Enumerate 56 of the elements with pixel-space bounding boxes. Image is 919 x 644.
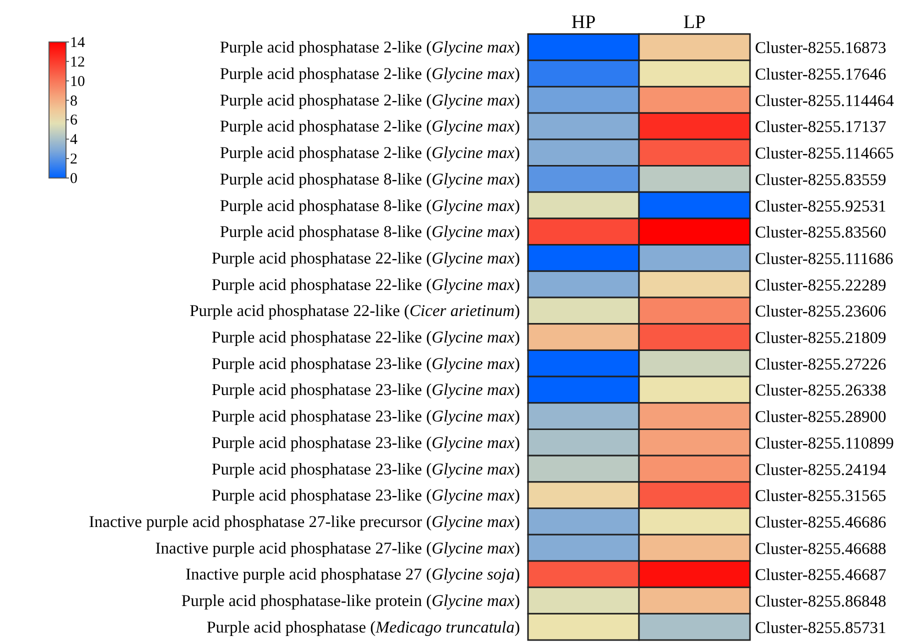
y-tick-label: Purple acid phosphatase 22-like (Glycine max) bbox=[212, 274, 520, 294]
y-tick-label: Inactive purple acid phosphatase 27-like precursor (Glycine max) bbox=[88, 512, 520, 531]
y2-tick-label: Cluster-8255.83560 bbox=[755, 222, 886, 242]
color-bar-label: 10 bbox=[70, 74, 85, 90]
color-bar-label: 2 bbox=[70, 152, 78, 168]
color-bar-label: 4 bbox=[70, 132, 78, 148]
y-tick-label: Purple acid phosphatase 2-like (Glycine max) bbox=[220, 90, 520, 110]
y-tick-label: Purple acid phosphatase 23-like (Glycine max) bbox=[212, 406, 520, 426]
y-tick-label: Inactive purple acid phosphatase 27 (Glycine soja) bbox=[186, 564, 520, 584]
y2-tick-label: Cluster-8255.114464 bbox=[755, 90, 894, 110]
y-tick-label: Purple acid phosphatase 2-like (Glycine max) bbox=[220, 116, 520, 136]
y-tick-label: Purple acid phosphatase 23-like (Glycine max) bbox=[212, 380, 520, 400]
color-bar-label: 0 bbox=[70, 171, 78, 187]
y2-tick-label: Cluster-8255.17646 bbox=[755, 64, 886, 84]
y2-tick-label: Cluster-8255.46688 bbox=[755, 538, 886, 558]
y-tick-label: Purple acid phosphatase 23-like (Glycine max) bbox=[212, 459, 520, 478]
y2-tick-label: Cluster-8255.16873 bbox=[755, 38, 886, 58]
color-bar-label: 14 bbox=[70, 35, 86, 51]
y2-tick-label: Cluster-8255.46687 bbox=[755, 565, 886, 584]
y-tick-label: Purple acid phosphatase (Medicago truncatula) bbox=[206, 617, 520, 636]
y2-tick-label: Cluster-8255.17137 bbox=[755, 117, 886, 136]
y2-tick-label: Cluster-8255.85731 bbox=[755, 618, 886, 637]
y2-tick-label: Cluster-8255.21809 bbox=[755, 328, 886, 348]
color-bar-label: 12 bbox=[70, 54, 85, 70]
y-tick-label: Purple acid phosphatase 22-like (Cicer arietinum) bbox=[190, 301, 520, 320]
y-tick-label: Purple acid phosphatase 2-like (Glycine max) bbox=[220, 64, 520, 84]
color-bar-label: 6 bbox=[70, 112, 78, 129]
y-tick-label: Purple acid phosphatase-like protein (Glycine max) bbox=[181, 591, 520, 610]
y2-tick-label: Cluster-8255.22289 bbox=[755, 275, 886, 294]
y2-tick-label: Cluster-8255.26338 bbox=[755, 380, 886, 400]
y-tick-label: Purple acid phosphatase 2-like (Glycine max) bbox=[220, 143, 520, 162]
y2-tick-label: Cluster-8255.31565 bbox=[755, 486, 886, 506]
y-tick-label: Purple acid phosphatase 22-like (Glycine max) bbox=[212, 248, 520, 268]
y-tick-label: Purple acid phosphatase 22-like (Glycine max) bbox=[212, 328, 520, 347]
y-tick-label: Purple acid phosphatase 8-like (Glycine max) bbox=[220, 169, 520, 188]
y-tick-label: Purple acid phosphatase 23-like (Glycine max) bbox=[212, 486, 520, 505]
y2-tick-label: Cluster-8255.23606 bbox=[755, 302, 886, 321]
x-tick-label: HP bbox=[571, 12, 596, 33]
y2-tick-label: Cluster-8255.24194 bbox=[755, 460, 886, 479]
y-tick-label: Purple acid phosphatase 8-like (Glycine max) bbox=[220, 222, 520, 242]
y-tick-label: Purple acid phosphatase 23-like (Glycine max) bbox=[212, 432, 520, 452]
y-tick-label: Purple acid phosphatase 2-like (Glycine max) bbox=[220, 38, 520, 57]
y2-tick-label: Cluster-8255.86848 bbox=[755, 592, 886, 611]
x-tick-label: LP bbox=[683, 12, 706, 33]
y-tick-label: Inactive purple acid phosphatase 27-like (Glycine max) bbox=[155, 538, 520, 558]
y-tick-label: Purple acid phosphatase 8-like (Glycine max) bbox=[220, 196, 520, 215]
y2-tick-label: Cluster-8255.92531 bbox=[755, 196, 886, 216]
y2-tick-label: Cluster-8255.111686 bbox=[755, 248, 894, 268]
y2-tick-label: Cluster-8255.28900 bbox=[755, 407, 886, 426]
y2-tick-label: Cluster-8255.110899 bbox=[755, 433, 894, 452]
color-bar-label: 8 bbox=[70, 93, 78, 110]
y2-tick-label: Cluster-8255.114665 bbox=[755, 144, 894, 163]
y2-tick-label: Cluster-8255.46686 bbox=[755, 512, 886, 532]
y2-tick-label: Cluster-8255.83559 bbox=[755, 170, 886, 189]
y2-tick-label: Cluster-8255.27226 bbox=[755, 354, 886, 374]
y-tick-label: Purple acid phosphatase 23-like (Glycine max) bbox=[212, 354, 520, 373]
